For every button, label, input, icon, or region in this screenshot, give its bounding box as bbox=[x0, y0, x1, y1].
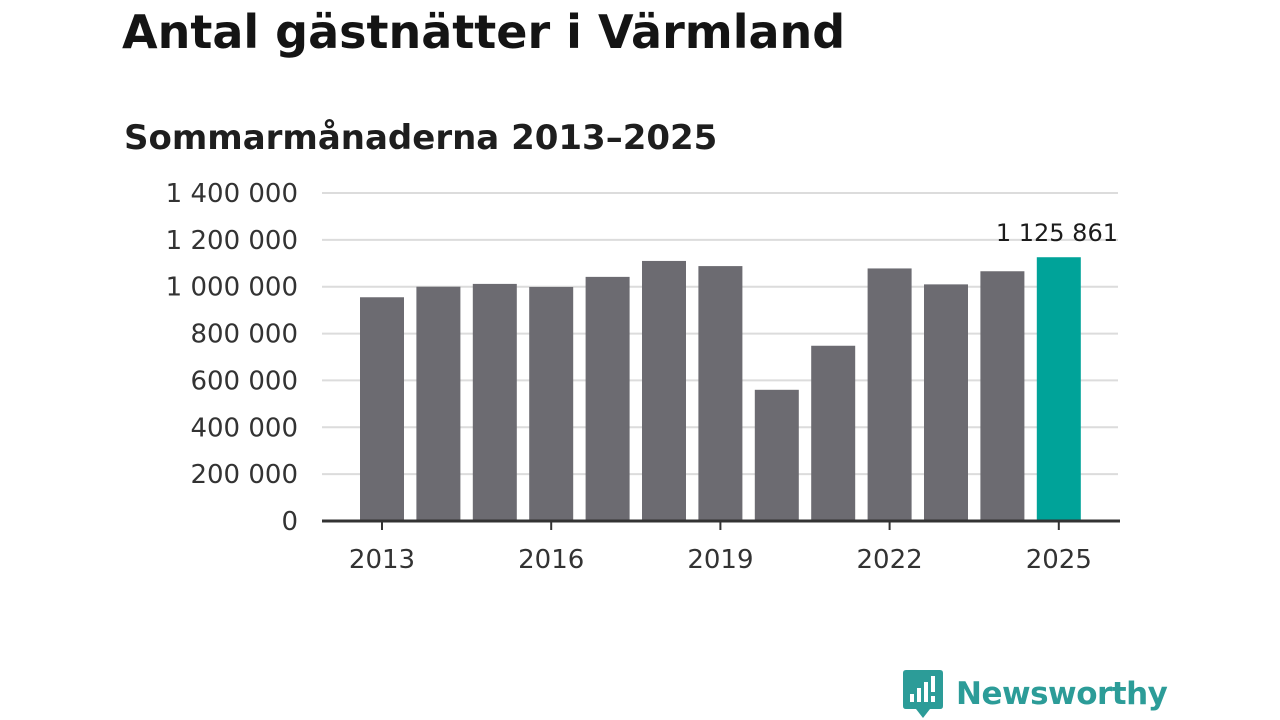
bar-2025 bbox=[1036, 257, 1081, 521]
chart-subtitle: Sommarmånaderna 2013–2025 bbox=[124, 118, 718, 158]
y-tick-label: 600 000 bbox=[190, 366, 298, 396]
bar-2016 bbox=[529, 286, 574, 521]
bar-2021 bbox=[811, 345, 856, 521]
x-tick-label: 2016 bbox=[518, 545, 584, 575]
bar-2013 bbox=[360, 297, 404, 521]
bar-2015 bbox=[472, 283, 517, 521]
y-tick-label: 1 400 000 bbox=[166, 179, 298, 209]
y-tick-label: 0 bbox=[281, 507, 298, 537]
y-tick-label: 800 000 bbox=[190, 320, 298, 350]
data-label: 1 125 861 bbox=[996, 219, 1118, 247]
brand-name: Newsworthy bbox=[956, 676, 1168, 712]
x-tick-label: 2019 bbox=[687, 545, 753, 575]
bar-2017 bbox=[585, 276, 630, 521]
bar-2014 bbox=[416, 286, 461, 521]
x-tick-label: 2022 bbox=[857, 545, 923, 575]
bar-2023 bbox=[924, 284, 968, 521]
x-tick-label: 2013 bbox=[349, 545, 415, 575]
y-tick-label: 1 000 000 bbox=[166, 273, 298, 303]
x-tick-label: 2025 bbox=[1026, 545, 1092, 575]
y-tick-label: 400 000 bbox=[190, 413, 298, 443]
bar-2018 bbox=[642, 260, 686, 521]
bar-2019 bbox=[698, 266, 743, 521]
newsworthy-logo: Newsworthy bbox=[902, 668, 1168, 720]
bar-chart-speech-bubble-icon bbox=[903, 670, 943, 718]
bar-2020 bbox=[754, 389, 799, 521]
y-tick-label: 1 200 000 bbox=[166, 226, 298, 256]
bar-2022 bbox=[867, 268, 912, 521]
chart-title: Antal gästnätter i Värmland bbox=[122, 5, 846, 59]
bar-2024 bbox=[980, 271, 1025, 521]
y-tick-label: 200 000 bbox=[190, 460, 298, 490]
